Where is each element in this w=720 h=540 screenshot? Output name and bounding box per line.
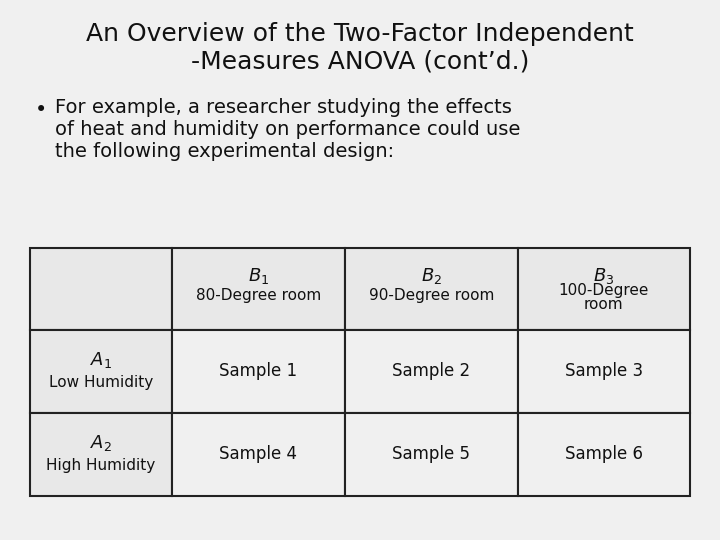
Text: the following experimental design:: the following experimental design: — [55, 142, 394, 161]
Text: High Humidity: High Humidity — [46, 458, 156, 473]
Text: •: • — [35, 100, 48, 120]
Text: $B_3$: $B_3$ — [593, 266, 615, 286]
Text: $B_2$: $B_2$ — [420, 266, 442, 286]
Bar — [345, 413, 518, 496]
Bar — [30, 330, 172, 413]
Text: 90-Degree room: 90-Degree room — [369, 288, 494, 303]
Text: 100-Degree: 100-Degree — [559, 284, 649, 299]
Text: For example, a researcher studying the effects: For example, a researcher studying the e… — [55, 98, 512, 117]
Bar — [30, 413, 172, 496]
Bar — [345, 248, 518, 330]
Text: Sample 6: Sample 6 — [565, 446, 643, 463]
Text: Sample 4: Sample 4 — [220, 446, 297, 463]
Text: $B_1$: $B_1$ — [248, 266, 269, 286]
Text: of heat and humidity on performance could use: of heat and humidity on performance coul… — [55, 120, 521, 139]
Bar — [30, 248, 172, 330]
Text: Sample 2: Sample 2 — [392, 362, 470, 380]
Bar — [518, 330, 690, 413]
Bar — [345, 330, 518, 413]
Text: Sample 1: Sample 1 — [220, 362, 297, 380]
Text: An Overview of the Two-Factor Independent: An Overview of the Two-Factor Independen… — [86, 22, 634, 46]
Text: Low Humidity: Low Humidity — [49, 375, 153, 390]
Bar — [172, 330, 345, 413]
Text: 80-Degree room: 80-Degree room — [196, 288, 321, 303]
Text: room: room — [584, 298, 624, 313]
Text: -Measures ANOVA (cont’d.): -Measures ANOVA (cont’d.) — [191, 50, 529, 74]
Text: $A_2$: $A_2$ — [90, 434, 112, 454]
Bar — [518, 413, 690, 496]
Text: $A_1$: $A_1$ — [90, 350, 112, 370]
Text: Sample 3: Sample 3 — [564, 362, 643, 380]
Bar — [518, 248, 690, 330]
Bar — [172, 248, 345, 330]
Text: Sample 5: Sample 5 — [392, 446, 470, 463]
Bar — [172, 413, 345, 496]
